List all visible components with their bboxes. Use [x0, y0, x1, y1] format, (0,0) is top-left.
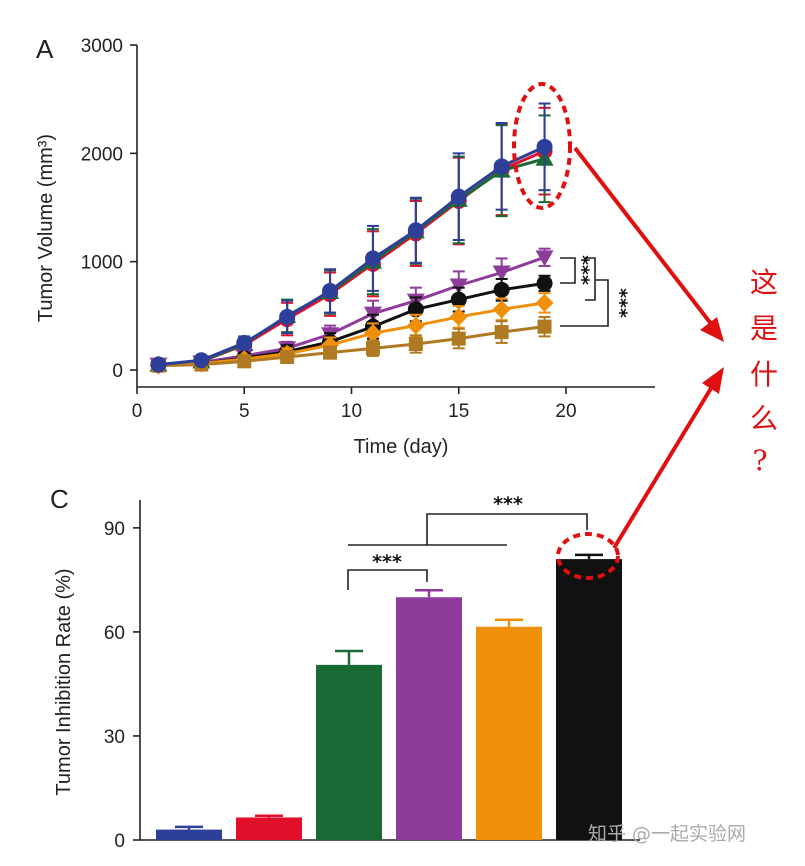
data-point — [280, 350, 295, 364]
y-tick-label: 0 — [112, 361, 123, 382]
bar — [476, 626, 542, 840]
data-point — [236, 334, 253, 351]
annotation-char: ? — [752, 444, 767, 477]
series-line — [158, 325, 545, 368]
series-7 — [150, 102, 553, 373]
significance-label: *** — [609, 288, 631, 318]
tumor-volume-chart: A 0 5 10 15 20 0 1000 2000 3000 Tumor Volume (mm… — [35, 34, 655, 458]
y-tick-label: 90 — [104, 519, 125, 540]
series-group — [149, 102, 554, 375]
data-point — [536, 275, 553, 292]
series-line — [158, 149, 546, 367]
bar — [396, 597, 462, 840]
significance-label: *** — [372, 551, 402, 573]
significance-bracket — [560, 279, 609, 327]
highlight-ellipse — [512, 82, 572, 210]
x-tick-label: 5 — [239, 401, 250, 422]
significance-bracket — [347, 569, 428, 590]
data-point — [492, 300, 511, 319]
data-point — [536, 138, 553, 155]
data-point — [449, 278, 468, 295]
arrow-line — [612, 383, 715, 550]
y-tick-label: 3000 — [81, 36, 123, 57]
significance-bracket — [426, 513, 588, 545]
significance-bracket — [585, 257, 596, 301]
x-tick-label: 10 — [341, 401, 362, 422]
bar — [236, 817, 302, 840]
data-point — [450, 291, 467, 308]
data-point — [450, 188, 467, 205]
highlight-ellipse — [556, 532, 620, 580]
bar — [316, 664, 382, 840]
significance-brackets: *** *** — [560, 255, 631, 327]
arrowhead — [700, 317, 724, 342]
data-point — [451, 331, 466, 346]
x-axis-label: Time (day) — [354, 436, 449, 458]
annotation-char: 什 — [750, 358, 778, 391]
data-point — [150, 356, 167, 373]
watermark: 知乎 @一起实验网 — [588, 823, 746, 845]
data-point — [537, 319, 552, 334]
series-line — [158, 301, 545, 368]
axis-ticks: 0 30 60 90 — [104, 519, 140, 852]
panel-label-a: A — [36, 34, 54, 64]
data-point — [407, 222, 424, 239]
series-line — [158, 255, 546, 367]
significance-brackets: *** *** — [347, 493, 588, 590]
y-tick-label: 0 — [114, 831, 125, 852]
arrow-line — [573, 146, 714, 327]
inhibition-rate-chart: C 0 30 60 90 Tumor Inhibition Rate (%) *** … — [50, 484, 640, 852]
bar-group — [156, 553, 622, 840]
x-tick-label: 20 — [555, 401, 576, 422]
data-point — [322, 282, 339, 299]
axis-ticks: 0 5 10 15 20 0 1000 2000 3000 — [81, 36, 577, 422]
data-point — [493, 281, 510, 298]
annotation-char: 么 — [750, 402, 778, 435]
y-axis-label: Tumor Inhibition Rate (%) — [53, 568, 75, 795]
data-point — [492, 265, 511, 282]
data-point — [279, 308, 296, 325]
y-axis-label: Tumor Volume (mm³) — [35, 134, 57, 322]
series-line — [158, 145, 546, 367]
data-point — [408, 337, 423, 351]
y-tick-label: 30 — [104, 727, 125, 748]
annotation-char: 这 — [750, 266, 778, 299]
data-point — [449, 307, 468, 326]
data-point — [406, 316, 425, 335]
x-tick-label: 15 — [448, 401, 469, 422]
data-point — [535, 293, 554, 312]
bar — [156, 829, 222, 840]
significance-label: *** — [571, 255, 593, 285]
panel-label-c: C — [50, 484, 69, 514]
data-point — [365, 341, 380, 356]
y-tick-label: 1000 — [81, 253, 123, 274]
x-tick-label: 0 — [132, 401, 143, 422]
annotation-char: 是 — [750, 312, 778, 345]
data-point — [364, 250, 381, 267]
significance-bracket — [560, 257, 576, 284]
significance-label: *** — [493, 493, 523, 515]
data-point — [363, 324, 382, 343]
data-point — [535, 250, 554, 267]
arrowhead — [702, 367, 724, 394]
data-point — [193, 352, 210, 369]
data-point — [407, 301, 424, 318]
data-point — [494, 325, 509, 340]
y-tick-label: 2000 — [81, 144, 123, 165]
annotation-overlay: 这 是 什 么 ? — [512, 82, 778, 580]
data-point — [323, 345, 338, 360]
y-tick-label: 60 — [104, 623, 125, 644]
data-point — [237, 354, 252, 369]
data-point — [493, 158, 510, 175]
bar — [556, 559, 622, 840]
